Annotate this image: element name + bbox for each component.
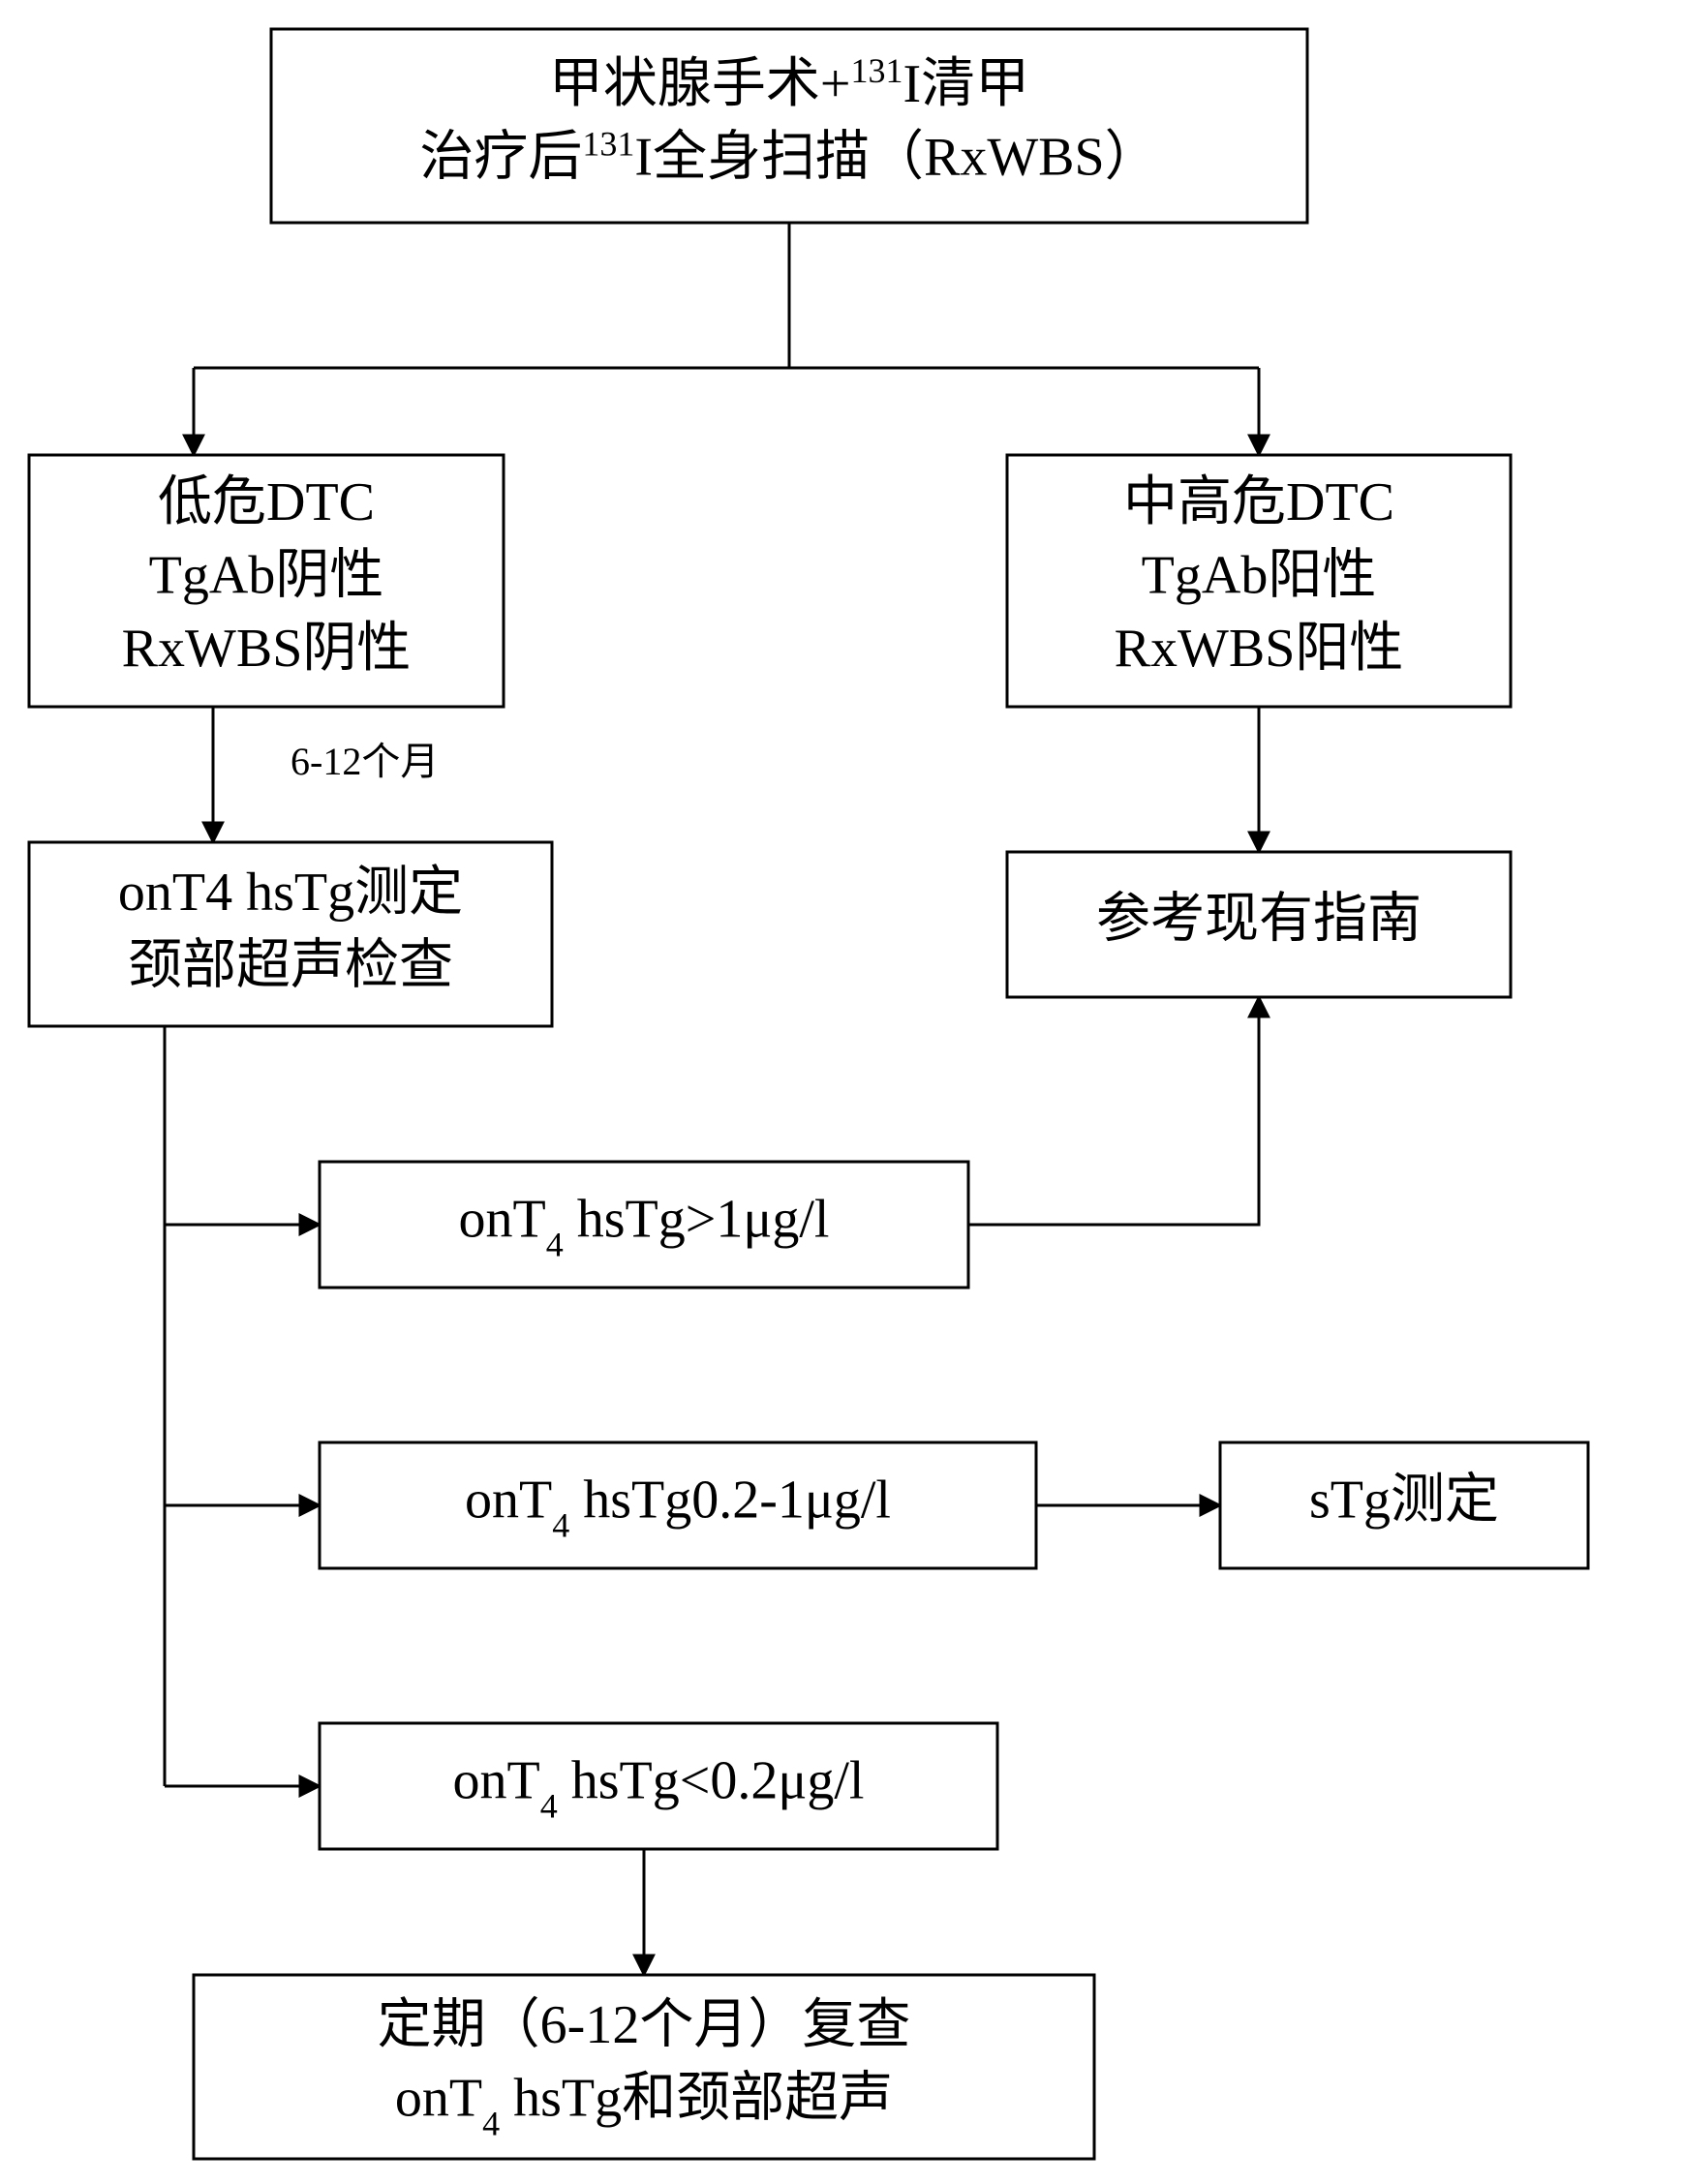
node-left2-label-line-1: 颈部超声检查 bbox=[128, 935, 453, 995]
node-top-label-line-0: 甲状腺手术+131I清甲 bbox=[549, 51, 1029, 114]
node-right2-label-line-0: 参考现有指南 bbox=[1096, 890, 1422, 950]
node-bottom-label-line-0: 定期（6-12个月）复查 bbox=[378, 1995, 911, 2055]
node-left2-label-line-0: onT4 hsTg测定 bbox=[118, 863, 463, 923]
node-right1-label-line-2: RxWBS阳性 bbox=[1115, 619, 1404, 679]
node-right1-label-line-0: 中高危DTC bbox=[1123, 472, 1394, 532]
edge-mid1-up-to-right2 bbox=[968, 997, 1259, 1225]
node-left1-label-line-2: RxWBS阴性 bbox=[122, 619, 412, 679]
node-left1-label-line-0: 低危DTC bbox=[158, 472, 375, 532]
node-stg-label-line-0: sTg测定 bbox=[1309, 1471, 1499, 1531]
node-top-label-line-1: 治疗后131I全身扫描（RxWBS） bbox=[419, 124, 1158, 187]
edge-label-6-12: 6-12个月 bbox=[291, 740, 439, 783]
node-left1-label-line-1: TgAb阴性 bbox=[149, 546, 384, 606]
node-right1-label-line-1: TgAb阳性 bbox=[1142, 546, 1377, 606]
